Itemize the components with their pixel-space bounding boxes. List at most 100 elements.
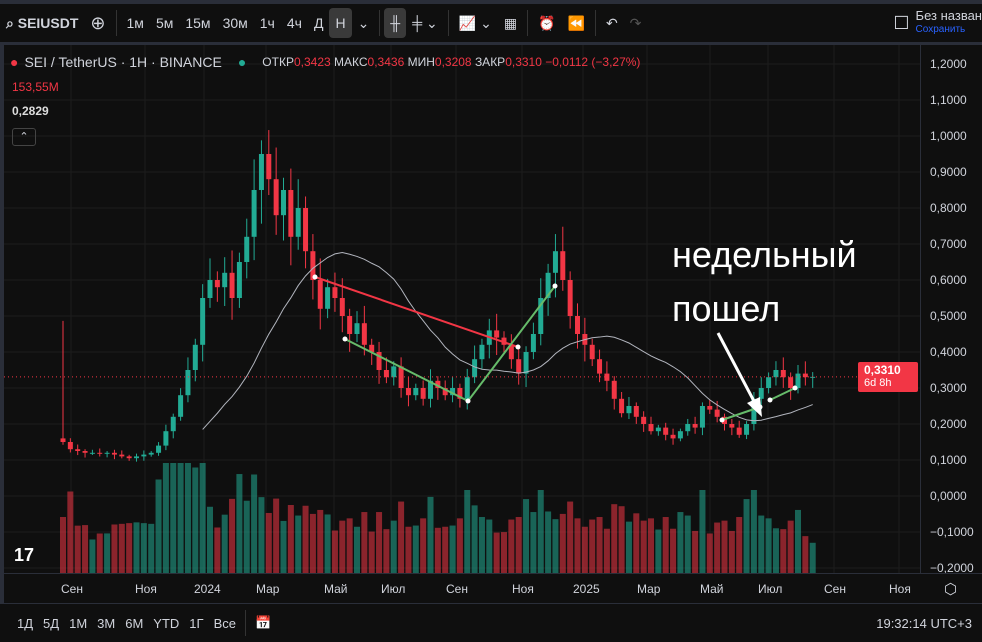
volume-bar bbox=[148, 523, 155, 573]
volume-bar bbox=[530, 512, 537, 573]
replay-icon[interactable]: ⏪ bbox=[567, 15, 585, 31]
time-axis[interactable]: ⬡ Сен Ноя 2024 Мар Май Июл Сен Ноя 2025 Мар Май Июл… bbox=[4, 573, 982, 603]
candle-body bbox=[325, 287, 331, 309]
indicators-icon[interactable]: 📈 ⌄ bbox=[458, 15, 492, 31]
candle-body bbox=[538, 298, 544, 334]
time-tick: Ноя bbox=[512, 582, 534, 596]
range-3[interactable]: 3М bbox=[97, 615, 116, 631]
candle-body bbox=[575, 316, 580, 334]
interval-4[interactable]: 1ч bbox=[259, 15, 275, 31]
symbol-label: SEIUSDT bbox=[17, 15, 79, 31]
collapse-legend-button[interactable]: ⌃ bbox=[12, 128, 36, 146]
candle-body bbox=[339, 298, 345, 316]
time-tick: Май bbox=[324, 582, 348, 596]
candle-body bbox=[148, 452, 154, 455]
price-tick: −0,2000 bbox=[930, 561, 974, 575]
alert-icon[interactable]: ⏰ bbox=[538, 15, 556, 31]
symbol-logo-icon: ● bbox=[10, 54, 19, 70]
volume-bar bbox=[287, 505, 294, 573]
trend-line bbox=[314, 276, 519, 348]
layout-title: Без назван bbox=[915, 8, 982, 23]
trend-point bbox=[312, 274, 318, 280]
volume-bar bbox=[243, 500, 250, 573]
layout-name[interactable]: Без назван Сохранить bbox=[916, 9, 982, 37]
candle-body bbox=[236, 262, 242, 298]
close-value: 0,3310 bbox=[505, 55, 542, 69]
tradingview-logo: 17 bbox=[14, 545, 35, 565]
compare-add-icon[interactable]: ⊕ bbox=[90, 13, 106, 33]
settings-icon[interactable]: ⬡ bbox=[944, 581, 958, 598]
annotation-text: недельный bbox=[672, 234, 857, 275]
last-price-label: 0,3310 6d 8h bbox=[858, 362, 918, 392]
interval-1[interactable]: 5м bbox=[155, 15, 174, 31]
volume-bar bbox=[471, 505, 478, 573]
volume-bar bbox=[640, 520, 647, 573]
time-tick: Ноя bbox=[889, 582, 911, 596]
volume-bar bbox=[625, 521, 632, 573]
undo-icon[interactable]: ↶ bbox=[605, 15, 618, 31]
volume-bar bbox=[60, 517, 66, 573]
range-0[interactable]: 1Д bbox=[17, 615, 34, 631]
candle-body bbox=[780, 370, 786, 378]
layouts-grid-icon[interactable]: ▦ bbox=[503, 15, 518, 31]
symbol-search[interactable]: ⌕ SEIUSDT bbox=[6, 15, 79, 31]
last-price: 0,3310 bbox=[864, 363, 901, 377]
divider bbox=[115, 10, 117, 36]
interval-6[interactable]: Д bbox=[313, 15, 324, 31]
trend-point bbox=[515, 344, 521, 350]
candle-body bbox=[200, 298, 206, 345]
candle-body bbox=[626, 406, 632, 414]
candle-body bbox=[82, 451, 88, 453]
trend-point bbox=[342, 336, 348, 342]
price-chart[interactable]: недельный пошел bbox=[4, 45, 920, 573]
range-6[interactable]: 1Г bbox=[189, 615, 204, 631]
chart-pane[interactable]: недельный пошел bbox=[4, 45, 920, 573]
layout-checkbox-icon[interactable]: ☐ bbox=[893, 13, 910, 33]
volume-bar bbox=[750, 490, 757, 573]
goto-date-icon[interactable]: 📅 bbox=[254, 615, 272, 630]
range-2[interactable]: 1М bbox=[69, 615, 88, 631]
volume-bar bbox=[354, 526, 360, 573]
volume-bar bbox=[111, 524, 118, 573]
volume-bar bbox=[728, 530, 735, 573]
time-tick: Сен bbox=[61, 582, 83, 596]
volume-bar bbox=[74, 525, 81, 573]
trend-point bbox=[792, 385, 798, 391]
candle-body bbox=[472, 359, 478, 378]
candle-body bbox=[97, 452, 103, 454]
price-tick: 1,1000 bbox=[930, 93, 967, 107]
candle-body bbox=[383, 370, 389, 378]
volume-bar bbox=[140, 523, 147, 573]
interval-dropdown-icon[interactable]: ⌄ bbox=[357, 15, 370, 31]
moving-average-line bbox=[202, 251, 813, 430]
interval-3[interactable]: 30м bbox=[222, 15, 248, 31]
range-1[interactable]: 5Д bbox=[43, 615, 60, 631]
volume-bar bbox=[795, 509, 801, 573]
candles-chart-type-icon[interactable]: ╫ bbox=[384, 8, 407, 38]
volume-bar bbox=[478, 517, 485, 573]
high-value: 0,3436 bbox=[367, 55, 405, 69]
range-7[interactable]: Все bbox=[213, 615, 236, 631]
range-4[interactable]: 6М bbox=[125, 615, 144, 631]
low-value: 0,3208 bbox=[434, 55, 472, 69]
save-link[interactable]: Сохранить bbox=[915, 24, 966, 35]
volume-bar bbox=[581, 526, 588, 573]
interval-2[interactable]: 15м bbox=[185, 15, 211, 31]
candle-body bbox=[802, 373, 808, 378]
interval-0[interactable]: 1м bbox=[126, 15, 144, 31]
volume-bar bbox=[692, 530, 699, 573]
volume-bar bbox=[559, 513, 566, 573]
interval-7[interactable]: Н bbox=[329, 8, 352, 38]
price-axis[interactable]: 1,2000 1,1000 1,0000 0,9000 0,8000 0,7000 0,60… bbox=[920, 45, 982, 575]
interval-5[interactable]: 4ч bbox=[286, 15, 302, 31]
volume-bar bbox=[214, 527, 221, 573]
volume-bar bbox=[199, 463, 206, 573]
divider bbox=[527, 10, 529, 36]
bars-chart-type-icon[interactable]: ╪ ⌄ bbox=[412, 15, 438, 31]
redo-icon[interactable]: ↷ bbox=[629, 15, 642, 31]
volume-bar bbox=[809, 542, 816, 573]
volume-bar bbox=[412, 525, 419, 573]
range-5[interactable]: YTD bbox=[153, 615, 180, 631]
time-tick: 2025 bbox=[573, 582, 600, 596]
candle-body bbox=[508, 344, 514, 360]
